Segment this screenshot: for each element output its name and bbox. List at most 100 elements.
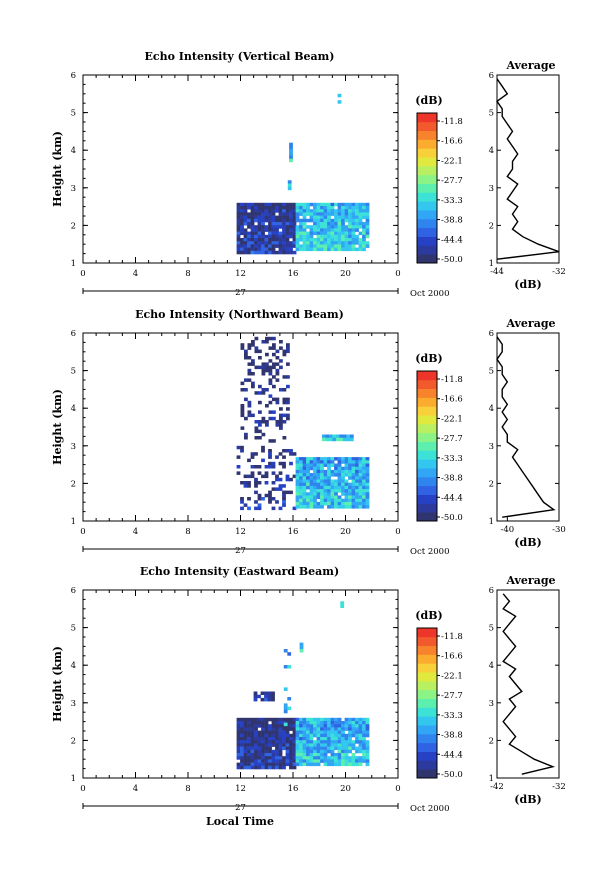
echo-cell xyxy=(365,721,370,725)
echo-cell xyxy=(244,388,248,392)
colorbar-swatch xyxy=(417,441,437,451)
echo-cell xyxy=(272,384,276,389)
colorbar-swatch xyxy=(417,485,437,495)
echo-cell xyxy=(264,241,269,245)
echo-cell xyxy=(247,759,251,763)
echo-cell xyxy=(330,473,335,477)
echo-cell xyxy=(306,498,310,503)
echo-cell xyxy=(362,498,366,503)
echo-cell xyxy=(275,721,279,725)
echo-cell xyxy=(344,727,349,731)
echo-cell xyxy=(268,381,273,386)
echo-cell xyxy=(247,410,252,414)
echo-cell xyxy=(309,749,314,754)
echo-cell xyxy=(292,231,297,236)
echo-cell xyxy=(344,457,349,461)
echo-cell xyxy=(264,465,269,469)
echo-cell xyxy=(344,463,349,467)
echo-cell xyxy=(243,234,248,239)
echo-cell xyxy=(278,727,283,731)
echo-cell xyxy=(271,740,276,744)
echo-cell xyxy=(267,697,272,702)
echo-cell xyxy=(362,737,366,741)
echo-cell xyxy=(302,743,307,747)
echo-cell xyxy=(299,238,303,242)
echo-cell xyxy=(254,500,258,504)
echo-cell xyxy=(287,180,292,184)
echo-cell xyxy=(286,362,290,366)
echo-cell xyxy=(268,222,272,226)
echo-cell xyxy=(362,469,366,474)
date-tick-label: 27 xyxy=(235,803,246,813)
echo-cell xyxy=(247,234,251,239)
echo-cell xyxy=(355,479,359,483)
echo-cell xyxy=(341,492,345,496)
echo-cell xyxy=(365,489,370,493)
echo-cell xyxy=(316,505,321,509)
echo-cell xyxy=(313,218,317,223)
echo-cell xyxy=(334,743,338,747)
echo-cell xyxy=(292,209,297,213)
echo-cell xyxy=(323,743,328,747)
echo-cell xyxy=(264,740,269,744)
echo-cell xyxy=(295,737,300,741)
echo-cell xyxy=(327,501,331,506)
echo-cell xyxy=(247,400,252,405)
echo-cell xyxy=(247,378,252,382)
echo-cell xyxy=(335,437,340,442)
echo-cell xyxy=(254,737,258,741)
echo-cell xyxy=(344,498,349,503)
echo-cell xyxy=(362,222,366,226)
echo-cell xyxy=(275,740,279,744)
echo-cell xyxy=(254,391,259,395)
echo-cell xyxy=(348,476,352,480)
echo-cell xyxy=(278,231,283,236)
echo-cell xyxy=(316,721,321,725)
echo-cell xyxy=(355,749,359,754)
x-tick-label: 16 xyxy=(288,269,299,279)
echo-cell xyxy=(355,476,359,480)
echo-cell xyxy=(334,231,338,236)
echo-cell xyxy=(261,727,265,731)
echo-cell xyxy=(289,733,293,738)
echo-cell xyxy=(330,737,335,741)
echo-cell xyxy=(358,743,363,747)
echo-cell xyxy=(236,206,241,210)
echo-cell xyxy=(365,228,370,232)
echo-cell xyxy=(330,495,335,499)
colorbar-tick-label: -11.8 xyxy=(441,375,463,385)
echo-cell xyxy=(295,231,300,236)
echo-cell xyxy=(302,209,307,213)
echo-cell xyxy=(295,234,300,239)
echo-cell xyxy=(282,352,287,357)
echo-cell xyxy=(292,222,297,226)
echo-cell xyxy=(309,247,314,252)
echo-cell xyxy=(330,501,335,506)
echo-cell xyxy=(254,215,258,220)
echo-cell xyxy=(327,759,331,763)
echo-cell xyxy=(254,749,258,754)
echo-cell xyxy=(348,749,352,754)
echo-cell xyxy=(341,737,345,741)
colorbar-swatch xyxy=(417,707,437,717)
echo-cell xyxy=(362,485,366,490)
echo-cell xyxy=(254,209,258,213)
echo-cell xyxy=(355,762,359,767)
echo-cell xyxy=(243,241,248,245)
echo-cell xyxy=(358,756,363,760)
echo-cell xyxy=(285,234,290,239)
echo-cell xyxy=(330,756,335,760)
echo-cell xyxy=(316,753,321,757)
echo-cell xyxy=(302,469,307,474)
echo-cell xyxy=(351,733,356,738)
echo-cell xyxy=(334,762,338,767)
echo-cell xyxy=(272,362,276,366)
profile-y-tick-label: 6 xyxy=(489,329,494,339)
echo-cell xyxy=(337,489,342,493)
echo-cell xyxy=(313,492,317,496)
echo-cell xyxy=(236,225,241,229)
echo-cell xyxy=(344,466,349,471)
echo-cell xyxy=(275,730,279,735)
echo-cell xyxy=(348,241,352,245)
echo-cell xyxy=(362,717,366,722)
